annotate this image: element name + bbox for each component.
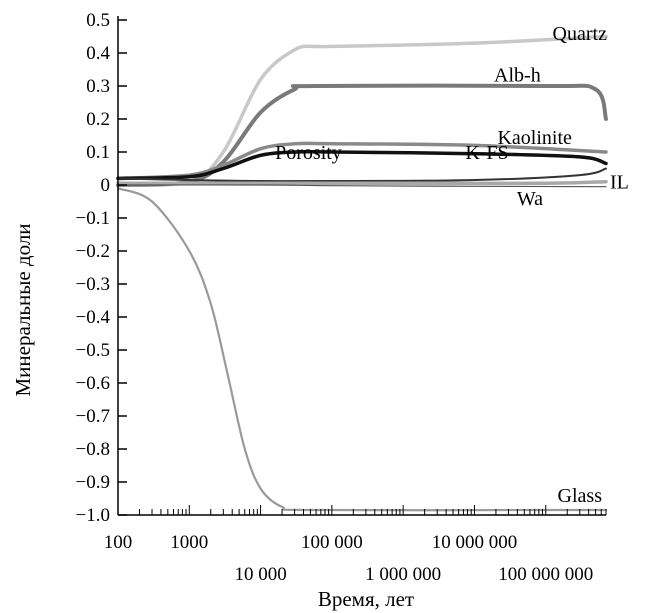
y-tick-label: −1.0 (76, 505, 110, 526)
y-tick-label: 0.3 (86, 76, 110, 97)
y-tick-label: 0.2 (86, 109, 110, 130)
y-tick-label: −0.9 (76, 472, 110, 493)
series-layer (116, 34, 608, 512)
series-line-porosity (116, 149, 608, 181)
series-line-quartz (116, 34, 608, 187)
ticks-layer (117, 19, 607, 516)
x-tick-label: 1 000 000 (365, 564, 441, 585)
series-label-kaolinite: Kaolinite (497, 127, 572, 149)
x-tick-label: 100 (104, 532, 133, 553)
series-label-glass: Glass (558, 485, 603, 507)
y-tick-label: −0.5 (76, 340, 110, 361)
y-tick-label: −0.2 (76, 241, 110, 262)
y-tick-label: −0.7 (76, 406, 110, 427)
x-tick-label: 10 000 000 (432, 532, 518, 553)
x-tick-label: 100 000 (301, 532, 363, 553)
series-label-alb-h: Alb-h (494, 64, 541, 86)
x-tick-label: 10 000 (234, 564, 286, 585)
series-line-kaolinite (116, 141, 608, 181)
x-axis-title: Время, лет (318, 587, 414, 611)
x-tick-label: 1000 (170, 532, 208, 553)
axes-layer (117, 16, 606, 516)
y-tick-label: 0 (101, 175, 111, 196)
x-tick-label: 100 000 000 (498, 564, 593, 585)
y-tick-label: −0.6 (76, 373, 110, 394)
series-line-glass (116, 187, 608, 512)
series-line-k-fs (117, 167, 607, 183)
y-tick-label: 0.5 (86, 10, 110, 31)
series-label-il: IL (610, 172, 629, 194)
y-tick-label: −0.4 (76, 307, 111, 328)
series-line-wa (117, 184, 607, 188)
labels-layer: 0.5 0.4 0.3 0.2 0.1 0 −0.1 −0.2 −0.3 −0.4 −0.5 −0.6… (76, 10, 629, 585)
y-tick-label: −0.1 (76, 208, 110, 229)
series-label-quartz: Quartz (553, 23, 608, 45)
y-tick-label: −0.8 (76, 439, 110, 460)
series-line-il (116, 179, 608, 186)
series-label-wa: Wa (517, 188, 543, 210)
series-line-alb-h (116, 83, 608, 187)
y-axis-title: Минеральные доли (11, 223, 35, 396)
y-tick-label: −0.3 (76, 274, 110, 295)
series-label-k-fs: K-FS (465, 142, 508, 164)
series-label-porosity: Porosity (275, 142, 342, 164)
y-tick-label: 0.4 (86, 43, 110, 64)
y-tick-label: 0.1 (86, 142, 110, 163)
